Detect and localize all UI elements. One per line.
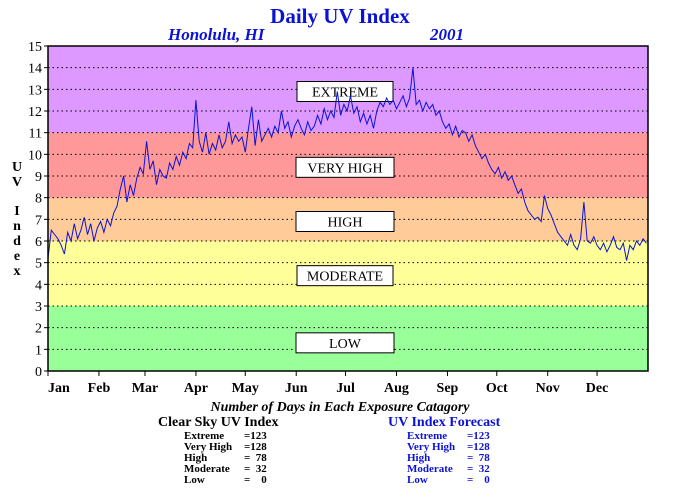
x-tick-label: Aug	[384, 381, 409, 396]
stat-value: = 32	[467, 463, 490, 475]
plot-frame	[47, 45, 649, 372]
y-tick-label: 11	[29, 127, 42, 142]
y-axis-label-char: x	[13, 264, 21, 279]
stats-row: Low = 0	[407, 475, 507, 486]
stat-value: =128	[467, 441, 490, 453]
category-label-box	[295, 211, 395, 232]
category-label: MODERATE	[307, 270, 383, 285]
category-label: HIGH	[328, 216, 363, 231]
x-tick-label: Jul	[336, 381, 355, 396]
y-tick-label: 1	[35, 343, 42, 358]
y-tick-label: 9	[35, 170, 42, 185]
stats-row: High = 78	[184, 453, 284, 464]
stat-value: =128	[244, 441, 267, 453]
x-tick-label: Feb	[88, 381, 111, 396]
x-tick-label: Sep	[437, 381, 459, 396]
y-tick-label: 10	[28, 148, 42, 163]
stat-label: Moderate	[407, 463, 453, 475]
stat-value: =123	[467, 430, 490, 442]
y-tick-label: 2	[35, 322, 42, 337]
x-tick-label: Jan	[48, 381, 70, 396]
category-label-box	[295, 332, 395, 354]
y-tick-label: 5	[35, 257, 42, 272]
y-tick-label: 15	[28, 40, 42, 55]
chart-location: Honolulu, HI	[168, 25, 265, 44]
category-label: VERY HIGH	[307, 161, 382, 176]
stat-label: High	[407, 452, 431, 464]
y-tick-label: 8	[35, 192, 42, 207]
stat-label: High	[184, 452, 208, 464]
x-tick-label: Mar	[132, 381, 158, 396]
stat-value: = 78	[467, 452, 490, 464]
series-line	[47, 67, 647, 261]
stats-row: Very High =128	[184, 442, 284, 453]
y-tick-label: 0	[35, 365, 42, 380]
x-tick-label: Apr	[184, 381, 208, 396]
y-axis-label-char: V	[11, 175, 23, 190]
y-axis-label-char: I	[14, 204, 20, 219]
forecast-stats: UV Index Forecast Extreme =123 Very High =…	[388, 415, 507, 486]
stat-value: = 0	[467, 474, 490, 486]
category-label-box	[296, 81, 394, 102]
chart-title: Daily UV Index	[270, 4, 410, 28]
stats-row: Extreme =123	[407, 431, 507, 442]
category-label-box	[295, 156, 395, 178]
y-tick-label: 3	[35, 300, 42, 315]
forecast-title: UV Index Forecast	[388, 415, 501, 430]
y-tick-label: 12	[28, 105, 42, 120]
y-tick-label: 4	[35, 278, 42, 293]
stat-label: Extreme	[184, 430, 225, 442]
stats-row: Moderate = 32	[407, 464, 507, 475]
y-axis-label-char: n	[13, 219, 21, 234]
stat-value: = 78	[244, 452, 267, 464]
y-tick-label: 7	[35, 213, 42, 228]
y-axis-label-char: e	[13, 249, 21, 264]
y-tick-label: 6	[35, 235, 42, 250]
stat-label: Low	[184, 474, 205, 486]
x-tick-label: May	[232, 381, 259, 396]
x-tick-label: Oct	[486, 381, 508, 396]
category-label: LOW	[329, 337, 362, 352]
stat-label: Very High	[184, 441, 233, 453]
y-tick-label: 13	[28, 83, 42, 98]
stat-value: = 32	[244, 463, 267, 475]
x-tick-label: Dec	[586, 381, 609, 396]
category-label-box	[296, 265, 394, 287]
y-tick-label: 14	[28, 62, 42, 77]
clear-sky-title: Clear Sky UV Index	[158, 415, 279, 430]
stats-row: Moderate = 32	[184, 464, 284, 475]
x-tick-label: Nov	[536, 381, 560, 396]
chart-year: 2001	[430, 25, 464, 44]
stat-label: Extreme	[407, 430, 448, 442]
stats-row: Extreme =123	[184, 431, 284, 442]
stats-row: High = 78	[407, 453, 507, 464]
x-tick-label: Jun	[285, 381, 308, 396]
stat-value: = 0	[244, 474, 267, 486]
stat-label: Low	[407, 474, 428, 486]
footer-caption: Number of Days in Each Exposure Catagory	[210, 400, 470, 415]
stat-label: Very High	[407, 441, 456, 453]
stat-label: Moderate	[184, 463, 230, 475]
category-label: EXTREME	[312, 86, 378, 101]
y-axis-label-char: d	[13, 234, 21, 249]
y-axis-label-char: U	[11, 160, 23, 175]
stat-value: =123	[244, 430, 267, 442]
stats-row: Very High =128	[407, 442, 507, 453]
stats-row: Low = 0	[184, 475, 284, 486]
clear-sky-stats: Clear Sky UV Index Extreme =123 Very High…	[158, 415, 284, 486]
